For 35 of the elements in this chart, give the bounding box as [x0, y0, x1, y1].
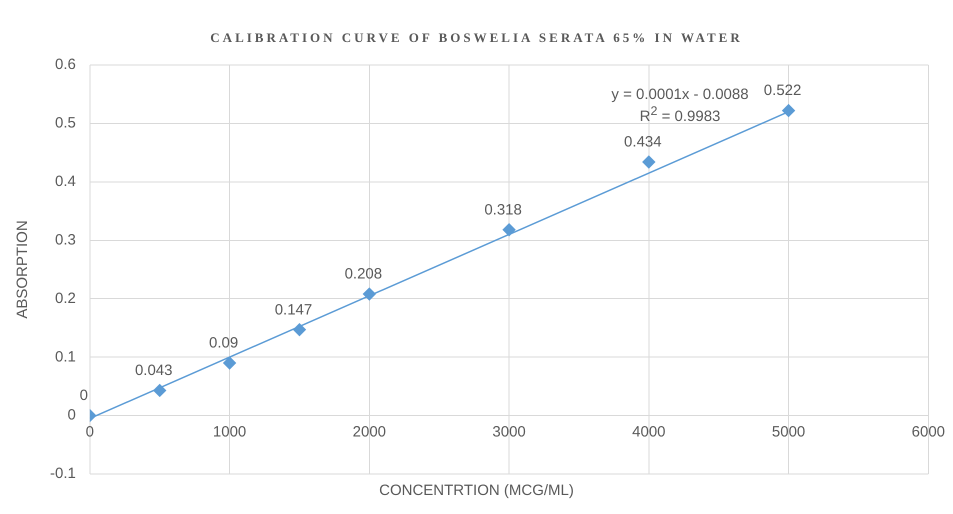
y-tick-label: 0.6 — [54, 56, 76, 74]
y-axis-title: ABSORPTION — [14, 220, 32, 319]
annotation: y = 0.0001x - 0.0088 — [611, 86, 749, 103]
chart-title: CALIBRATION CURVE OF BOSWELIA SERATA 65% IN WATER — [209, 30, 744, 46]
x-tick-label: 1000 — [212, 424, 246, 441]
point — [362, 288, 376, 301]
x-tick-label: 0 — [86, 424, 94, 441]
data-label: 0.522 — [764, 82, 802, 100]
data-label: 0.147 — [274, 301, 312, 318]
x-tick-label: 6000 — [912, 424, 946, 441]
data-label: 0.09 — [208, 334, 238, 352]
y-tick-label: 0.3 — [54, 231, 76, 248]
data-label: 0.208 — [344, 266, 382, 283]
x-tick-label: 5000 — [772, 424, 806, 441]
data-label: 0.043 — [134, 362, 172, 380]
point — [782, 104, 796, 118]
data-label: 0 — [80, 387, 88, 404]
point — [153, 384, 166, 397]
x-tick-label: 3000 — [492, 424, 526, 441]
data-label: 0.434 — [624, 134, 662, 151]
data-label: 0.318 — [484, 201, 522, 218]
x-axis-title: CONCENTRTION (MCG/ML) — [378, 482, 575, 499]
point — [502, 223, 516, 236]
y-tick-label: 0.1 — [54, 348, 76, 366]
point — [642, 155, 656, 168]
y-tick-label: 0.5 — [54, 114, 76, 132]
x-tick-label: 2000 — [352, 424, 386, 441]
annotation: R$^{2}$ = 0.9983 — [640, 104, 720, 125]
y-tick-label: 0.4 — [54, 173, 76, 190]
point — [292, 323, 306, 336]
y-tick-label: -0.1 — [50, 465, 76, 482]
y-tick-label: 0 — [68, 406, 76, 424]
y-tick-label: 0.2 — [54, 290, 76, 307]
point — [223, 356, 236, 370]
x-tick-label: 4000 — [632, 424, 666, 441]
